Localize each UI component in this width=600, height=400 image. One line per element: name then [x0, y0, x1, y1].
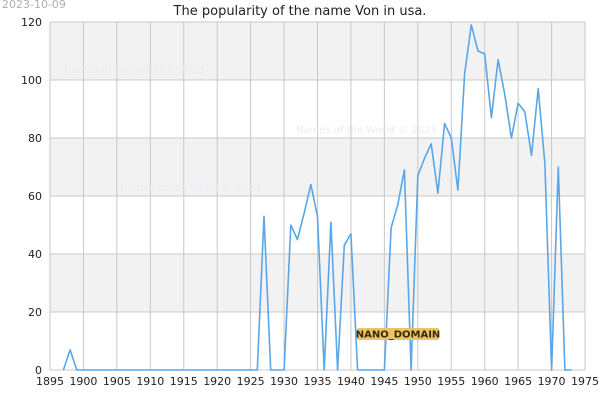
x-tick-label: 1925: [237, 375, 265, 388]
x-tick-label: 1910: [136, 375, 164, 388]
series-line: [62, 24, 572, 371]
x-tick-label: 1960: [471, 375, 499, 388]
x-tick-label: 1935: [304, 375, 332, 388]
watermark-3: Names of the World © 2023: [120, 183, 261, 194]
nano-domain-badge: NANO_DOMAIN: [356, 328, 441, 341]
y-tick-label: 80: [28, 132, 42, 145]
chart-title: The popularity of the name Von in usa.: [173, 4, 427, 19]
x-tick-label: 1895: [36, 375, 64, 388]
y-tick-label: 60: [28, 190, 42, 203]
x-tick-label: 1955: [437, 375, 465, 388]
x-tick-label: 1940: [337, 375, 365, 388]
watermarks: Names of the World © 2023 Names of the W…: [64, 65, 437, 194]
series-group: [62, 24, 572, 371]
badge-label: NANO_DOMAIN: [356, 330, 441, 341]
y-tick-label: 20: [28, 306, 42, 319]
x-tick-label: 1905: [103, 375, 131, 388]
y-tick-label: 0: [35, 364, 42, 377]
badge-background: [357, 328, 439, 340]
x-tick-label: 1900: [69, 375, 97, 388]
y-tick-label: 120: [21, 16, 42, 29]
y-tick-label: 40: [28, 248, 42, 261]
date-stamp: 2023-10-09: [2, 0, 66, 11]
x-tick-label: 1965: [504, 375, 532, 388]
watermark-2: Names of the World © 2023: [296, 125, 437, 136]
x-tick-label: 1930: [270, 375, 298, 388]
x-tick-label: 1920: [203, 375, 231, 388]
x-tick-label: 1915: [170, 375, 198, 388]
plot-grid: [49, 21, 586, 371]
x-tick-label: 1950: [404, 375, 432, 388]
x-tick-label: 1975: [571, 375, 599, 388]
x-tick-labels: 1895 1900 1905 1910 1915 1920 1925 1930 1935 1940…: [36, 375, 599, 388]
y-tick-labels: 0 20 40 60 80 100 120: [21, 16, 42, 377]
y-tick-label: 100: [21, 74, 42, 87]
x-tick-label: 1945: [370, 375, 398, 388]
watermark-1: Names of the World © 2023: [64, 65, 205, 76]
x-tick-label: 1970: [538, 375, 566, 388]
